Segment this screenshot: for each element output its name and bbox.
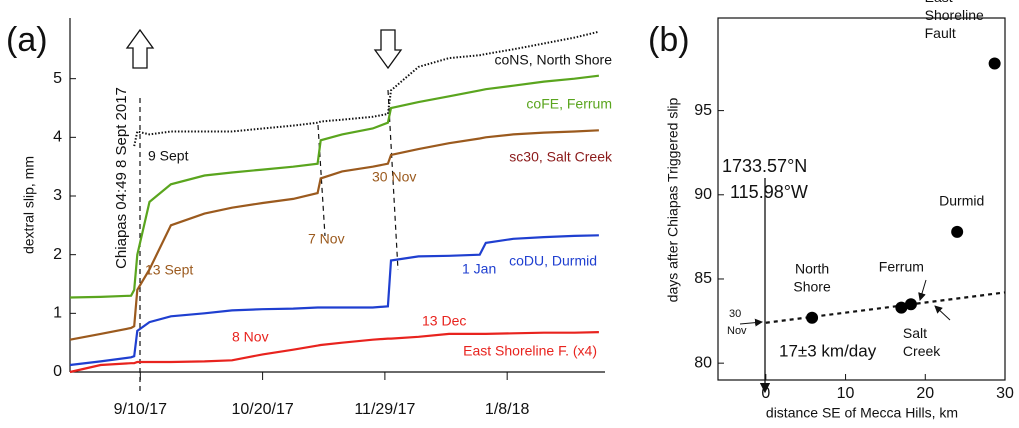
point	[988, 57, 1001, 70]
y-axis-label: days after Chiapas Triggered slip	[665, 97, 681, 302]
series-line	[133, 30, 600, 147]
annotation: 13 Dec	[422, 313, 466, 329]
series-line	[69, 234, 599, 367]
x-tick-label: 9/10/17	[114, 401, 167, 418]
x-tick-label: 10/20/17	[231, 401, 293, 418]
annotation: 13 Sept	[145, 262, 193, 278]
point-label: North	[795, 260, 829, 276]
x-tick-label: 20	[916, 385, 934, 402]
series-label: coFE, Ferrum	[526, 96, 612, 112]
annotation: 7 Nov	[308, 231, 345, 247]
arrow	[739, 318, 763, 327]
y-tick-label: 1	[53, 305, 62, 322]
point-label: Durmid	[939, 193, 984, 209]
annotation: 1 Jan	[462, 261, 496, 277]
plot-frame	[717, 17, 1006, 381]
point	[904, 298, 917, 311]
x-tick-label: 30	[996, 385, 1014, 402]
arrow	[918, 279, 927, 301]
y-tick-label: 4	[53, 129, 62, 146]
annotation: 1733.57°N	[722, 156, 807, 176]
annotation: 9 Sept	[148, 148, 189, 164]
point	[951, 225, 964, 238]
point-label: Fault	[925, 25, 956, 41]
panel-label: (a)	[6, 21, 48, 59]
up-arrow	[125, 28, 155, 69]
series-label: East Shoreline F. (x4)	[463, 343, 597, 359]
event-line	[387, 89, 399, 271]
series-label: coNS, North Shore	[495, 52, 613, 68]
panel-label: (b)	[648, 21, 690, 59]
fit-line	[765, 291, 1006, 324]
arrow	[934, 305, 951, 321]
y-tick-label: 5	[53, 70, 62, 87]
point	[895, 301, 908, 314]
annotation: 30	[729, 308, 741, 320]
point-label: Ferrum	[879, 258, 924, 274]
x-tick-label: 10	[837, 385, 855, 402]
y-tick-label: 85	[694, 270, 712, 287]
y-tick-label: 0	[53, 363, 62, 380]
x-tick-label: 1/8/18	[485, 401, 530, 418]
y-tick-label: 3	[53, 187, 62, 204]
annotation: 8 Nov	[232, 329, 269, 345]
point-label: Creek	[903, 343, 941, 359]
point	[806, 311, 819, 324]
y-tick-label: 90	[694, 186, 712, 203]
point-label: Shoreline	[925, 7, 984, 23]
point-label: East	[925, 0, 953, 5]
x-tick-label: 0	[761, 385, 770, 402]
y-tick-label: 80	[694, 354, 712, 371]
annotation: 30 Nov	[372, 169, 416, 185]
annotation: Chiapas 04:49 8 Sept 2017	[113, 87, 130, 269]
point-label: Salt	[903, 325, 927, 341]
x-tick-label: 11/29/17	[354, 401, 415, 418]
y-tick-label: 95	[694, 102, 712, 119]
series-label: coDU, Durmid	[509, 253, 597, 269]
y-tick-label: 2	[53, 246, 62, 263]
annotation: Nov	[727, 325, 747, 337]
down-arrow	[373, 29, 403, 70]
series-line	[69, 74, 600, 299]
series-line	[69, 129, 599, 341]
annotation: 115.98°W	[730, 182, 808, 202]
y-axis-label: dextral slip, mm	[21, 156, 37, 254]
fit-label: 17±3 km/day	[779, 341, 877, 360]
series-label: sc30, Salt Creek	[509, 149, 613, 165]
series-line	[69, 331, 599, 374]
x-axis-label: distance SE of Mecca Hills, km	[766, 405, 958, 421]
point-label: Shore	[793, 278, 831, 294]
